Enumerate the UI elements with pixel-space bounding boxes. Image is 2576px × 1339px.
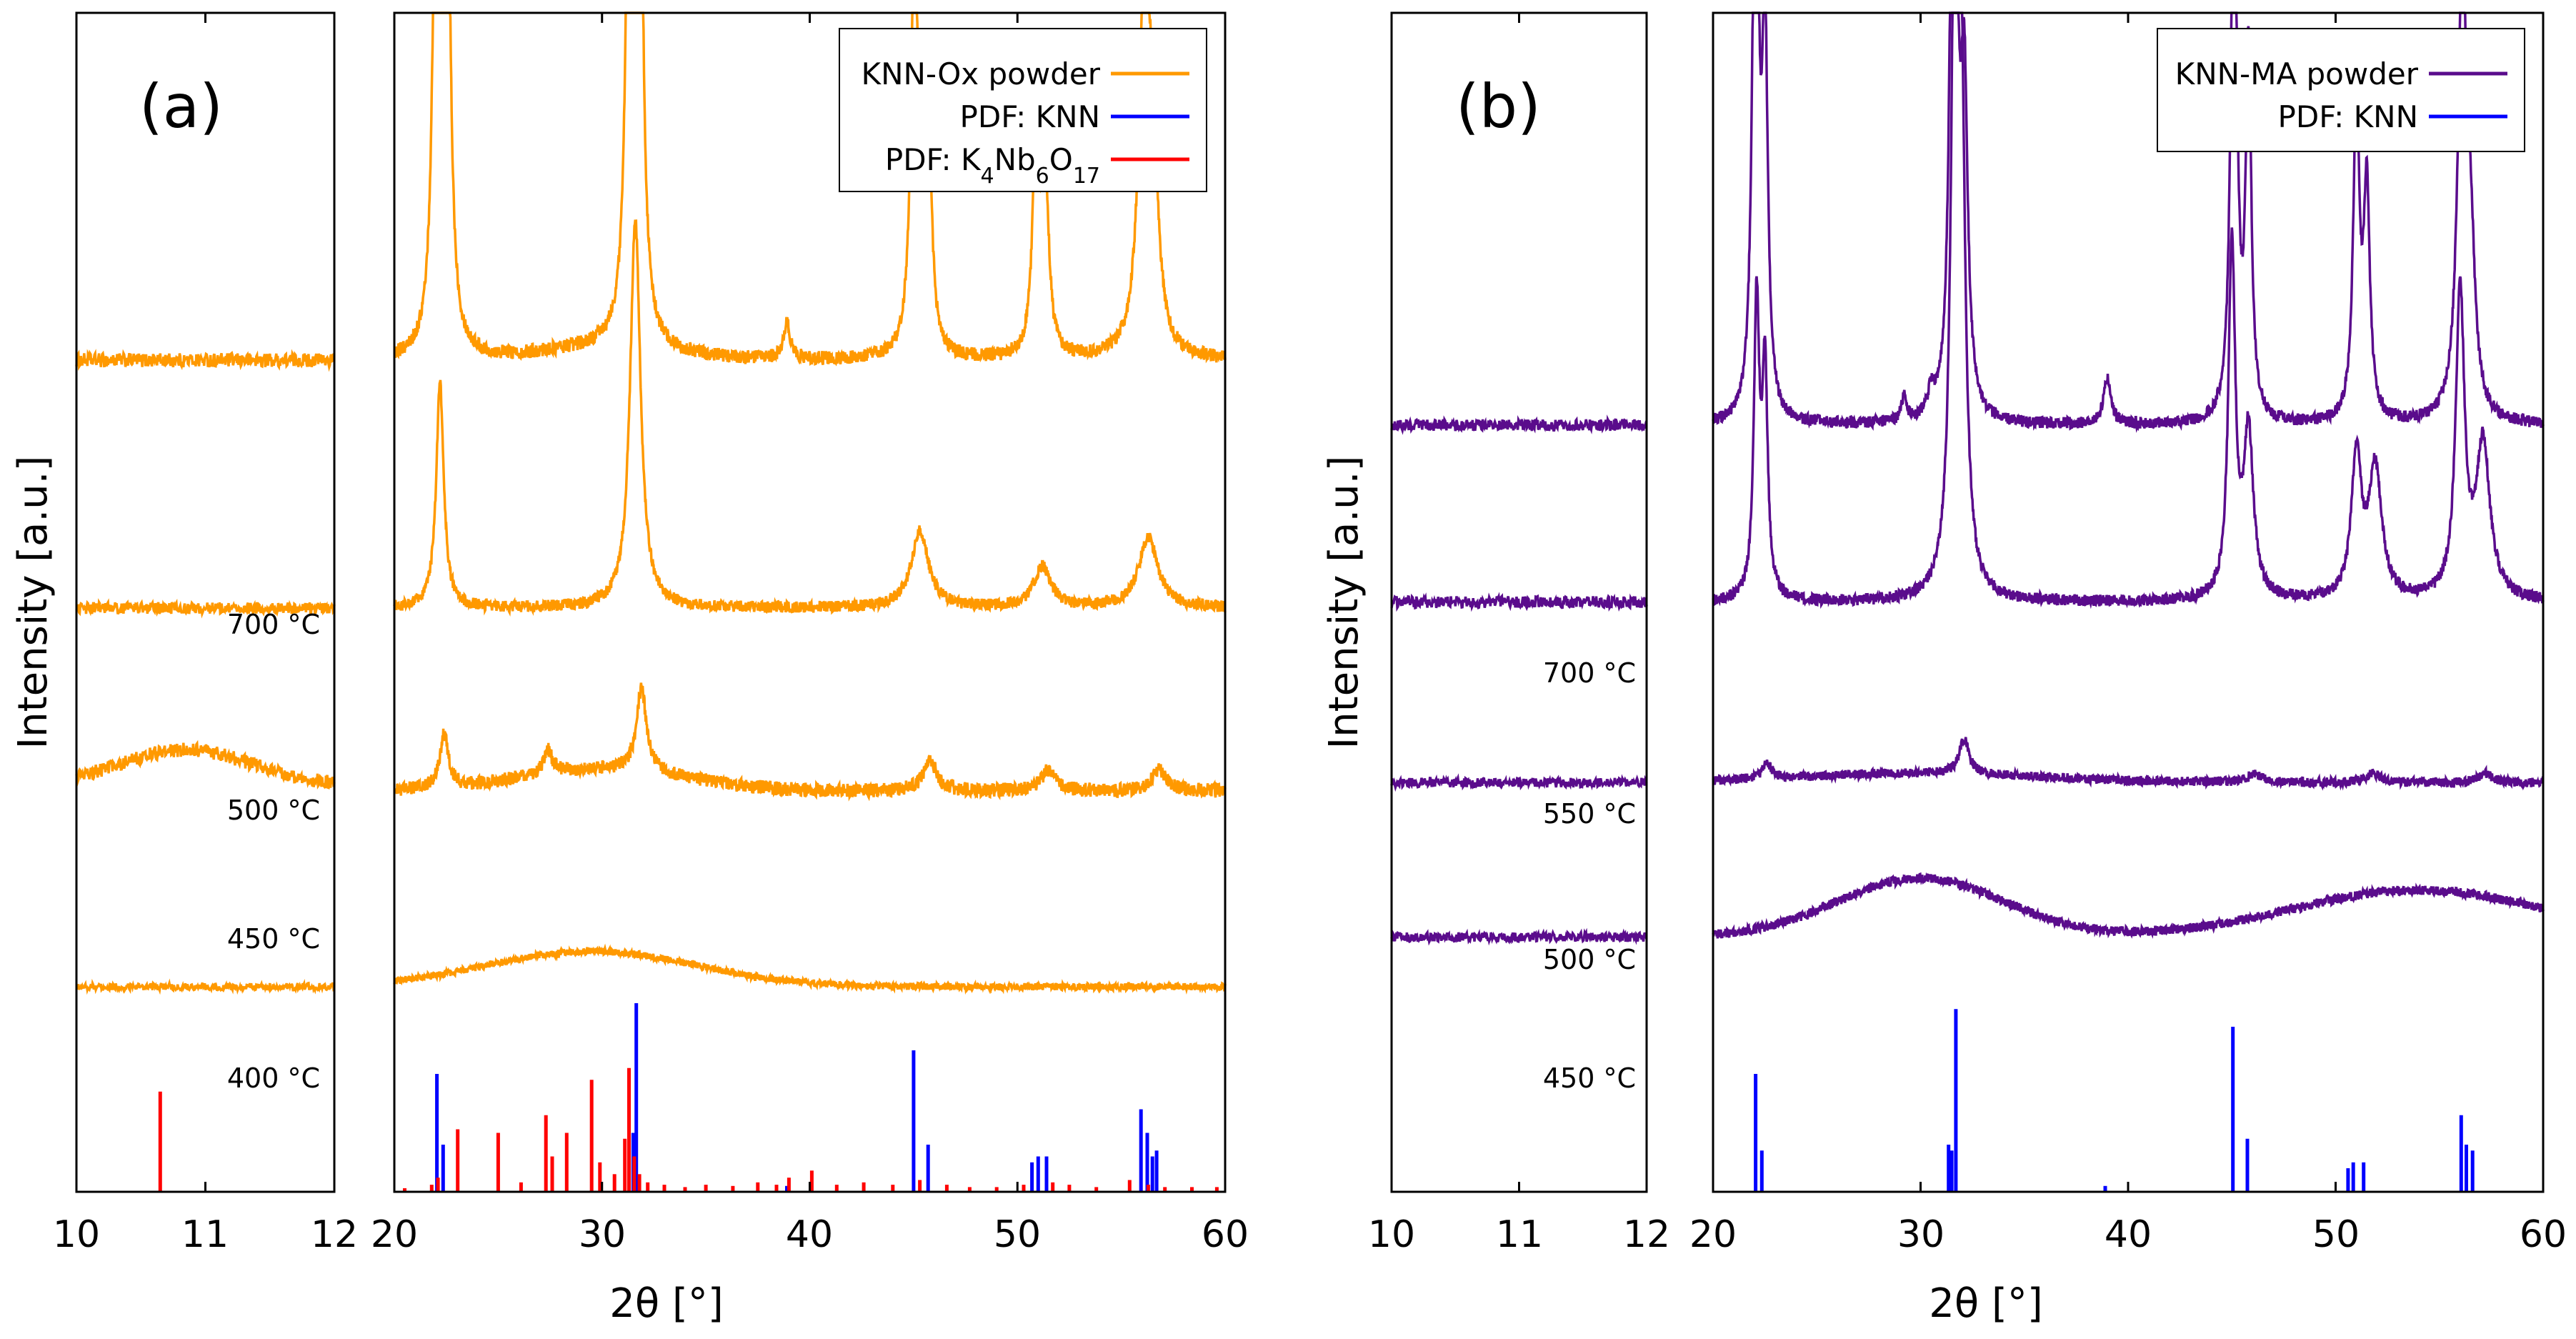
temperature-label: 450 °C	[1543, 1062, 1636, 1094]
xrd-curve	[75, 598, 336, 619]
panel-a-x-tick: 60	[1202, 1213, 1249, 1256]
panel-a-legend: KNN-Ox powder PDF: KNN PDF: K4Nb6O17	[839, 28, 1207, 192]
panel-b-y-axis-label: Intensity [a.u.]	[1321, 456, 1367, 750]
xrd-curve	[393, 219, 1227, 617]
panel-b-x-tick: 50	[2312, 1213, 2360, 1256]
panel-a: (a) Intensity [a.u.] 2θ [°] 10 11 12 20 …	[10, 11, 1249, 1327]
xrd-curve	[1712, 737, 2545, 791]
panel-a-x-tick: 40	[786, 1213, 833, 1256]
panel-a-curves	[75, 11, 1227, 1192]
temperature-label: 450 °C	[227, 923, 320, 955]
xrd-curve	[393, 943, 1227, 995]
temperature-label: 400 °C	[227, 1062, 320, 1094]
xrd-curve	[1390, 927, 1648, 946]
panel-b-label: (b)	[1456, 71, 1541, 141]
panel-a-y-axis-label: Intensity [a.u.]	[10, 456, 56, 750]
temperature-label: 500 °C	[1543, 944, 1636, 975]
panel-b: (b) Intensity [a.u.] 2θ [°] 10 11 12 20 …	[1321, 11, 2567, 1327]
panel-b-x-tick: 10	[1368, 1213, 1415, 1256]
panel-a-label: (a)	[139, 71, 223, 141]
legend-box	[2157, 28, 2525, 152]
panel-b-x-tick: 12	[1623, 1213, 1670, 1256]
panel-a-x-axis-label: 2θ [°]	[609, 1280, 723, 1327]
panel-a-x-tick: 11	[181, 1213, 229, 1256]
legend-entry-label: PDF: KNN	[960, 99, 1100, 134]
xrd-curve	[393, 11, 1227, 367]
temperature-label: 500 °C	[227, 795, 320, 826]
panel-a-x-tick: 12	[311, 1213, 358, 1256]
panel-b-x-tick: 60	[2520, 1213, 2567, 1256]
legend-entry-label: KNN-Ox powder	[862, 56, 1101, 91]
temperature-label: 550 °C	[1543, 798, 1636, 830]
legend-entry-label: KNN-MA powder	[2175, 56, 2419, 91]
panel-b-curves	[1390, 11, 2545, 1192]
panel-b-x-tick: 11	[1496, 1213, 1543, 1256]
xrd-curve	[393, 682, 1227, 802]
xrd-curve	[75, 740, 336, 790]
panel-a-x-tick: 20	[371, 1213, 418, 1256]
panel-b-legend: KNN-MA powder PDF: KNN	[2157, 28, 2525, 152]
legend-entry-label: PDF: KNN	[2278, 99, 2418, 134]
xrd-curve	[1390, 592, 1648, 612]
xrd-curve	[1390, 773, 1648, 792]
xrd-curve	[1712, 11, 2545, 609]
panel-b-x-tick: 30	[1897, 1213, 1945, 1256]
panel-a-x-tick: 50	[994, 1213, 1041, 1256]
legend-box	[839, 28, 1207, 192]
xrd-curve	[76, 978, 335, 995]
xrd-curve	[1712, 11, 2545, 433]
xrd-curve	[75, 349, 335, 372]
temperature-label: 700 °C	[1543, 657, 1636, 689]
panel-b-x-tick: 40	[2105, 1213, 2152, 1256]
panel-a-x-tick: 30	[579, 1213, 626, 1256]
panel-b-x-tick: 20	[1689, 1213, 1737, 1256]
xrd-curve	[1712, 872, 2545, 940]
panel-a-x-tick: 10	[53, 1213, 100, 1256]
panel-b-x-axis-label: 2θ [°]	[1929, 1280, 2042, 1327]
temperature-label: 700 °C	[227, 609, 320, 640]
xrd-curve	[1390, 414, 1648, 435]
